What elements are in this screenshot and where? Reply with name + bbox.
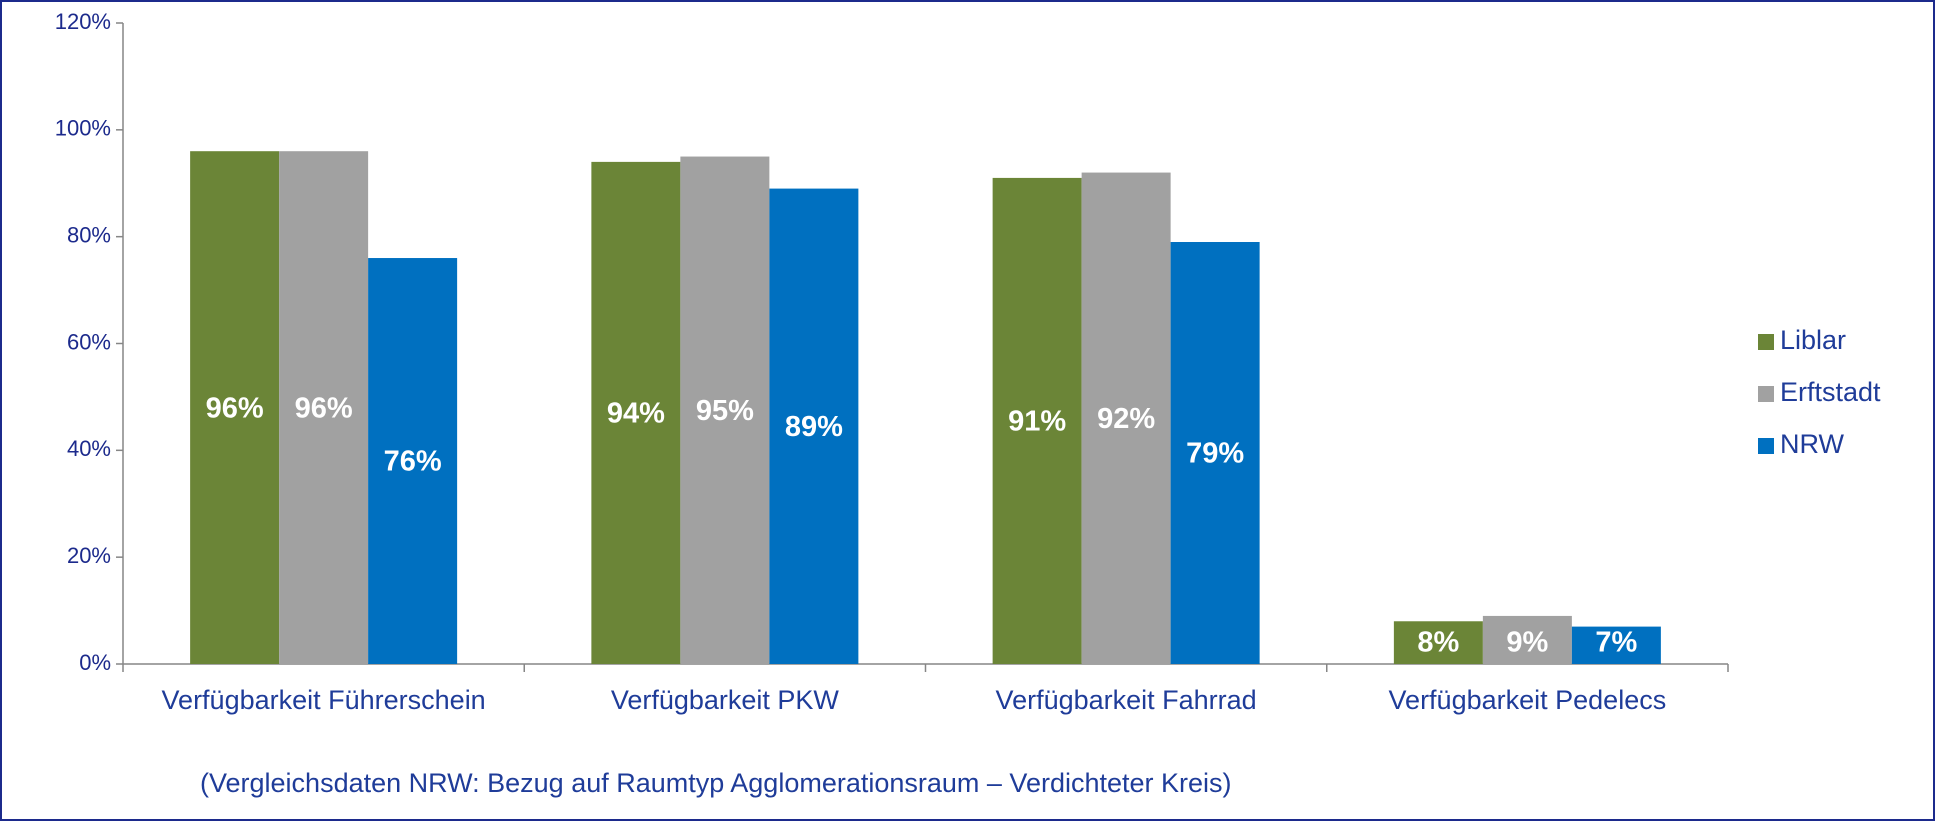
- bar: [279, 151, 369, 664]
- bar: [1571, 626, 1661, 664]
- bar: [680, 156, 770, 664]
- bar: [591, 161, 681, 664]
- data-label: 76%: [384, 446, 442, 478]
- legend-swatch: [1758, 334, 1774, 350]
- x-tick-label: Verfügbarkeit Führerschein: [162, 685, 486, 715]
- legend-label: NRW: [1780, 429, 1845, 459]
- data-label: 8%: [1417, 627, 1459, 659]
- y-tick-label: 100%: [55, 116, 111, 141]
- bar: [769, 188, 859, 664]
- bar: [190, 151, 280, 664]
- legend-swatch: [1758, 386, 1774, 402]
- data-label: 92%: [1097, 403, 1155, 435]
- bar: [1081, 172, 1171, 665]
- data-label: 91%: [1008, 406, 1066, 438]
- bar: [992, 177, 1082, 665]
- y-tick-label: 120%: [55, 9, 111, 34]
- bar: [1393, 621, 1483, 664]
- y-tick-label: 0%: [79, 650, 111, 675]
- data-label: 95%: [696, 395, 754, 427]
- data-label: 96%: [295, 392, 353, 424]
- legend-swatch: [1758, 438, 1774, 454]
- bar: [368, 258, 458, 664]
- x-tick-label: Verfügbarkeit PKW: [611, 685, 840, 715]
- data-label: 89%: [785, 411, 843, 443]
- bar: [1170, 242, 1260, 664]
- legend-label: Liblar: [1780, 325, 1846, 355]
- data-label: 96%: [206, 392, 264, 424]
- y-tick-label: 80%: [67, 222, 111, 247]
- data-label: 79%: [1186, 438, 1244, 470]
- data-label: 7%: [1595, 627, 1637, 659]
- y-tick-label: 60%: [67, 329, 111, 354]
- y-tick-label: 20%: [67, 543, 111, 568]
- bar: [1482, 615, 1572, 664]
- legend-label: Erftstadt: [1780, 377, 1881, 407]
- data-label: 94%: [607, 398, 665, 430]
- x-tick-label: Verfügbarkeit Fahrrad: [996, 685, 1257, 715]
- annotation: (Vergleichsdaten NRW: Bezug auf Raumtyp …: [200, 768, 1232, 798]
- data-label: 9%: [1506, 627, 1548, 659]
- x-tick-label: Verfügbarkeit Pedelecs: [1389, 685, 1667, 715]
- y-tick-label: 40%: [67, 436, 111, 461]
